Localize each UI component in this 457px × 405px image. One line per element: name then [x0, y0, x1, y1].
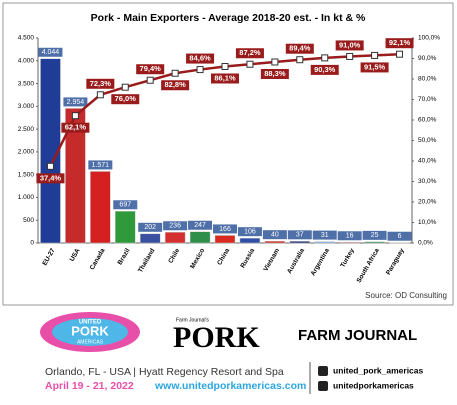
cumulative-marker [347, 53, 353, 59]
cumulative-marker [72, 113, 78, 119]
y-tick-label: 4.500 [18, 35, 35, 42]
bar [315, 242, 335, 243]
cumulative-label: 76,0% [115, 94, 137, 103]
bar-label: 31 [321, 232, 329, 239]
cumulative-label: 72,3% [90, 79, 112, 88]
instagram: united_pork_americas [333, 365, 424, 375]
bar-label: 202 [144, 224, 156, 231]
y2-tick-label: 30,0% [418, 178, 437, 185]
cumulative-label: 89,4% [289, 44, 311, 53]
bar [240, 238, 260, 243]
location: Orlando, FL - USA | Hyatt Regency Resort… [45, 366, 284, 378]
bar [165, 232, 185, 243]
cumulative-marker [147, 77, 153, 83]
source: Source: OD Consulting [365, 291, 447, 300]
bar [340, 242, 360, 243]
y2-tick-label: 50,0% [418, 137, 437, 144]
cumulative-label: 86,1% [214, 73, 236, 82]
y2-tick-label: 0,0% [418, 240, 433, 247]
cumulative-label: 62,1% [65, 123, 87, 132]
y-tick-label: 0 [30, 240, 34, 247]
y-tick-label: 1.000 [18, 194, 35, 201]
y-tick-label: 3.000 [18, 103, 35, 110]
facebook: unitedporkamericas [333, 380, 414, 390]
cumulative-label: 84,6% [189, 54, 211, 63]
bar [115, 211, 135, 243]
cumulative-marker [397, 51, 403, 57]
cumulative-label: 79,4% [140, 64, 162, 73]
url: www.unitedporkamericas.com [154, 380, 306, 392]
magazine-logo: PORK [173, 321, 260, 354]
cumulative-label: 87,2% [239, 48, 261, 57]
publisher-logo: FARM JOURNAL [298, 327, 417, 344]
y2-tick-label: 80,0% [418, 76, 437, 83]
bar-label: 247 [194, 222, 206, 229]
y-tick-label: 4.000 [18, 57, 35, 64]
bar-label: 4.044 [42, 49, 60, 56]
cumulative-label: 91,5% [364, 62, 386, 71]
logo-text: AMERICAS [77, 339, 104, 345]
cumulative-marker [197, 67, 203, 73]
bar-label: 236 [169, 223, 181, 230]
cumulative-label: 82,8% [164, 80, 186, 89]
cumulative-marker [97, 92, 103, 98]
y-tick-label: 2.000 [18, 149, 35, 156]
cumulative-marker [47, 163, 53, 169]
bar [140, 234, 160, 243]
cumulative-label: 91,0% [339, 40, 361, 49]
logo-text: PORK [71, 323, 109, 338]
y2-tick-label: 40,0% [418, 158, 437, 165]
bar [265, 241, 285, 243]
cumulative-marker [122, 84, 128, 90]
bar-label: 166 [219, 226, 231, 233]
event-logo: UNITED PORK AMERICAS [40, 312, 140, 352]
y-tick-label: 2.500 [18, 126, 35, 133]
bar-label: 106 [244, 229, 256, 236]
cumulative-marker [247, 61, 253, 67]
facebook-icon [318, 381, 328, 391]
cumulative-marker [222, 63, 228, 69]
cumulative-marker [172, 70, 178, 76]
bar [365, 242, 385, 243]
cumulative-label: 92,1% [389, 38, 411, 47]
y2-tick-label: 90,0% [418, 55, 437, 62]
cumulative-label: 37,4% [40, 173, 62, 182]
bar [190, 232, 210, 243]
cumulative-marker [297, 57, 303, 63]
instagram-icon [318, 366, 328, 376]
chart-title: Pork - Main Exporters - Average 2018-20 … [91, 12, 366, 24]
cumulative-marker [322, 55, 328, 61]
y2-tick-label: 70,0% [418, 96, 437, 103]
bar-label: 6 [398, 233, 402, 240]
y2-tick-label: 60,0% [418, 117, 437, 124]
cumulative-marker [272, 59, 278, 65]
bar-label: 25 [371, 232, 379, 239]
y-tick-label: 3.500 [18, 80, 35, 87]
bar-label: 2.954 [67, 99, 85, 106]
bar-label: 40 [271, 232, 279, 239]
cumulative-marker [372, 52, 378, 58]
dates: April 19 - 21, 2022 [45, 380, 134, 392]
bar-label: 16 [346, 233, 354, 240]
y2-tick-label: 100,0% [418, 35, 440, 42]
bar [215, 235, 235, 243]
y2-tick-label: 20,0% [418, 199, 437, 206]
bar-label: 1.571 [92, 162, 110, 169]
bar [290, 241, 310, 243]
y-tick-label: 500 [23, 217, 34, 224]
bar [90, 171, 110, 243]
y2-tick-label: 10,0% [418, 219, 437, 226]
bar-label: 697 [119, 202, 131, 209]
y-tick-label: 1.500 [18, 171, 35, 178]
cumulative-label: 90,3% [314, 65, 336, 74]
cumulative-label: 88,3% [264, 69, 286, 78]
bar-label: 37 [296, 232, 304, 239]
